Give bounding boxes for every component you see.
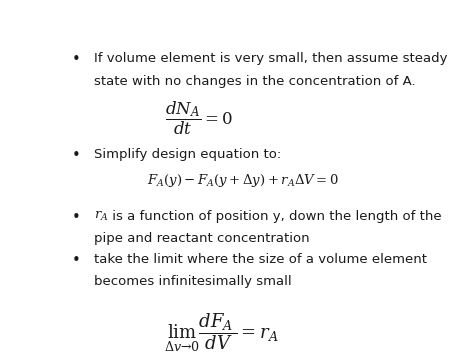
Text: Simplify design equation to:: Simplify design equation to: <box>94 148 282 162</box>
Text: •: • <box>72 253 81 268</box>
Text: state with no changes in the concentration of A.: state with no changes in the concentrati… <box>94 75 416 88</box>
Text: $\lim_{\Delta v \to 0} \dfrac{dF_A}{dV} = r_A$: $\lim_{\Delta v \to 0} \dfrac{dF_A}{dV} … <box>164 311 278 354</box>
Text: pipe and reactant concentration: pipe and reactant concentration <box>94 232 310 245</box>
Text: •: • <box>72 210 81 225</box>
Text: is a function of position y, down the length of the: is a function of position y, down the le… <box>108 210 442 223</box>
Text: take the limit where the size of a volume element: take the limit where the size of a volum… <box>94 253 427 266</box>
Text: $r_A$: $r_A$ <box>94 210 109 223</box>
Text: •: • <box>72 52 81 67</box>
Text: If volume element is very small, then assume steady: If volume element is very small, then as… <box>94 52 447 65</box>
Text: becomes infinitesimally small: becomes infinitesimally small <box>94 275 292 288</box>
Text: $\dfrac{dN_A}{dt} = 0$: $\dfrac{dN_A}{dt} = 0$ <box>165 99 233 137</box>
Text: $F_A(y) - F_A(y + \Delta y) + r_A \Delta V = 0$: $F_A(y) - F_A(y + \Delta y) + r_A \Delta… <box>147 171 339 189</box>
Text: •: • <box>72 148 81 163</box>
